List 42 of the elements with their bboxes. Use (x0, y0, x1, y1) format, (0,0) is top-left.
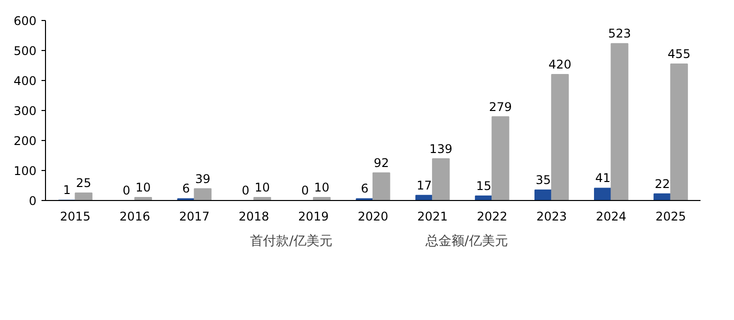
x-tick-label: 2021 (417, 210, 448, 224)
data-label: 1 (63, 183, 71, 198)
y-tick-label: 100 (14, 164, 36, 178)
data-label: 0 (122, 184, 130, 198)
x-tick-label: 2018 (238, 210, 270, 224)
y-tick-label: 300 (14, 104, 36, 118)
data-label: 39 (195, 172, 210, 186)
y-tick-label: 500 (14, 44, 36, 58)
data-label: 10 (254, 180, 270, 194)
y-tick-label: 200 (14, 134, 36, 148)
data-label: 0 (301, 184, 309, 198)
x-tick-label: 2015 (60, 210, 91, 224)
x-tick-label: 2016 (120, 210, 150, 224)
x-tick-label: 2023 (536, 210, 567, 224)
x-tick-label: 2020 (358, 210, 388, 224)
data-label: 420 (548, 58, 572, 72)
data-label: 92 (374, 156, 389, 170)
y-tick-label: 400 (14, 74, 36, 88)
y-tick-label: 600 (14, 14, 36, 28)
data-label: 455 (668, 47, 691, 61)
data-label: 41 (595, 171, 610, 186)
data-label: 523 (608, 26, 631, 41)
y-tick-label: 0 (28, 194, 37, 208)
data-label: 25 (76, 176, 92, 190)
text: 首付款/亿美元 (250, 233, 332, 250)
x-tick-label: 2017 (179, 210, 210, 224)
x-tick-label: 2024 (596, 210, 626, 224)
x-tick-label: 2019 (298, 210, 329, 224)
text: 总金额/亿美元 (426, 233, 508, 250)
data-label: 139 (429, 142, 452, 156)
data-label: 279 (488, 100, 512, 114)
data-label: 6 (182, 182, 190, 196)
data-label: 15 (476, 179, 492, 193)
data-label: 10 (136, 180, 151, 194)
data-label: 22 (654, 176, 670, 191)
data-label: 35 (536, 173, 551, 187)
x-tick-label: 2025 (655, 210, 686, 224)
data-label: 10 (314, 180, 330, 194)
x-tick-label: 2022 (476, 210, 508, 224)
data-label: 0 (242, 184, 250, 198)
data-label: 6 (360, 182, 368, 196)
data-label: 17 (416, 178, 432, 192)
